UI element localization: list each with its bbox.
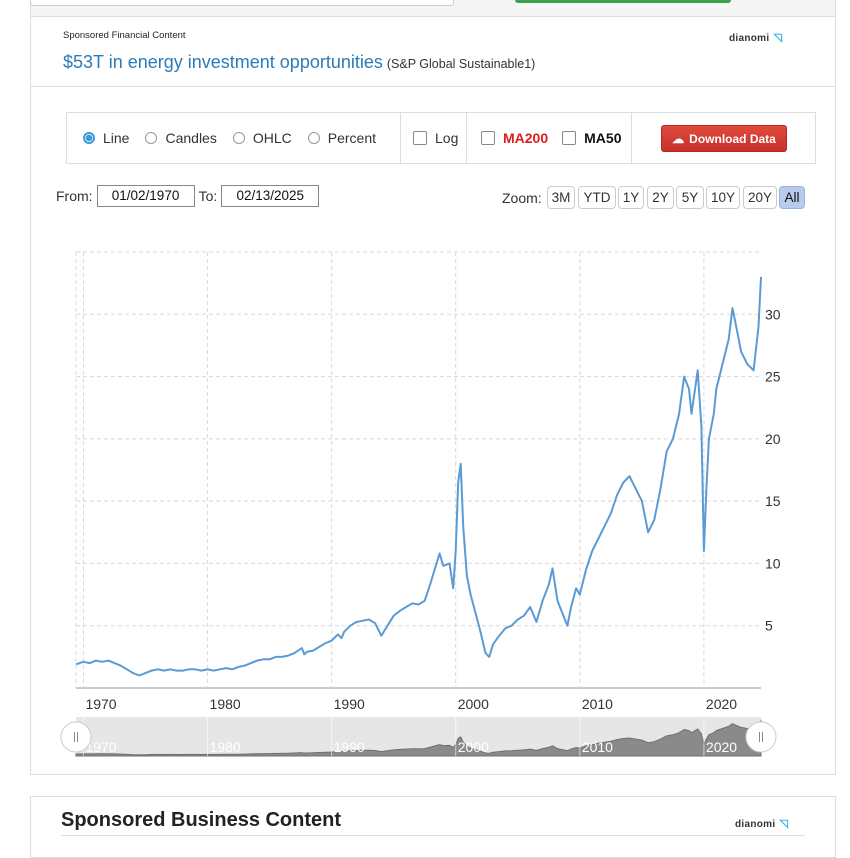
log-checkbox-box [413, 131, 427, 145]
ad-source: (S&P Global Sustainable1) [386, 57, 536, 71]
ma200-label: MA200 [503, 130, 549, 146]
zoom-20y-button[interactable]: 20Y [743, 186, 777, 209]
sponsored-business-divider [61, 835, 805, 836]
chart-series [75, 276, 762, 677]
navigator-tick-label: 1980 [210, 739, 241, 755]
top-green-button[interactable] [515, 0, 731, 3]
controls-separator [631, 113, 632, 163]
download-data-button[interactable]: ☁ Download Data [661, 125, 787, 152]
zoom-5y-button[interactable]: 5Y [676, 186, 704, 209]
chart-card [30, 16, 836, 775]
to-label: To: [198, 188, 218, 204]
ad-divider [30, 86, 836, 87]
log-checkbox[interactable]: Log [413, 130, 458, 146]
chart-controls: Line Candles OHLC Percent Log MA200 MA50 [66, 112, 816, 164]
dianomi-logo[interactable]: dianomi ◹ [729, 31, 782, 44]
x-tick-label: 1980 [210, 696, 241, 712]
y-tick-label: 25 [765, 369, 781, 385]
range-navigator[interactable]: 1970 1980 1990 2000 2010 2020 [60, 717, 777, 757]
to-date-input[interactable]: 02/13/2025 [221, 185, 320, 207]
x-axis: 1970 1980 1990 2000 2010 2020 [85, 696, 737, 712]
radio-ohlc[interactable]: OHLC [232, 130, 292, 146]
x-tick-label: 2010 [582, 696, 613, 712]
navigator-area [75, 719, 762, 757]
controls-separator [466, 113, 467, 163]
y-tick-label: 5 [765, 618, 773, 634]
zoom-3m-button[interactable]: 3M [547, 186, 575, 209]
top-search-input[interactable] [30, 0, 454, 6]
ma-group: MA200 MA50 [481, 113, 622, 163]
dianomi-mark-icon: ◹ [773, 32, 783, 44]
y-tick-label: 20 [765, 431, 781, 447]
from-label: From: [56, 188, 93, 204]
radio-ohlc-dot [232, 132, 245, 144]
sponsored-business-title: Sponsored Business Content [61, 809, 342, 831]
navigator-right-handle[interactable] [745, 721, 777, 753]
navigator-tick-label: 1970 [85, 739, 116, 755]
ma50-label: MA50 [584, 130, 622, 146]
y-tick-label: 15 [765, 493, 781, 509]
x-tick-label: 2000 [458, 696, 489, 712]
radio-candles[interactable]: Candles [145, 130, 217, 146]
download-data-label: Download Data [689, 131, 776, 146]
dianomi-brand: dianomi [735, 819, 776, 830]
ad-link[interactable]: $53T in energy investment opportunities(… [63, 52, 535, 73]
radio-candles-dot [145, 132, 158, 144]
chart-grid [75, 251, 761, 689]
zoom-10y-button[interactable]: 10Y [706, 186, 740, 209]
navigator-left-handle[interactable] [60, 721, 92, 753]
ma50-checkbox[interactable]: MA50 [562, 130, 622, 146]
y-axis: 5 10 15 20 25 30 [765, 306, 781, 633]
ma200-checkbox-box [481, 131, 495, 145]
dianomi-brand: dianomi [729, 33, 770, 44]
radio-candles-label: Candles [165, 130, 217, 146]
radio-line-label: Line [103, 130, 130, 146]
x-tick-label: 1990 [334, 696, 365, 712]
controls-separator [400, 113, 401, 163]
cloud-download-icon: ☁ [672, 131, 685, 146]
x-tick-label: 1970 [85, 696, 116, 712]
zoom-label: Zoom: [502, 190, 542, 206]
chart-type-group: Line Candles OHLC Percent [83, 113, 392, 163]
date-range: From: 01/02/1970 To: 02/13/2025 [56, 185, 323, 207]
x-tick-label: 2020 [706, 696, 737, 712]
zoom-2y-button[interactable]: 2Y [647, 186, 674, 209]
dianomi-logo[interactable]: dianomi ◹ [735, 817, 788, 830]
log-label: Log [435, 130, 459, 146]
radio-percent-label: Percent [327, 130, 376, 146]
zoom-1y-button[interactable]: 1Y [618, 186, 644, 209]
y-tick-label: 10 [765, 555, 781, 571]
radio-percent[interactable]: Percent [307, 130, 376, 146]
navigator-tick-label: 2020 [706, 739, 737, 755]
ma50-checkbox-box [562, 131, 577, 145]
sponsored-label: Sponsored Financial Content [63, 30, 186, 41]
dianomi-mark-icon: ◹ [779, 818, 789, 830]
from-date-input[interactable]: 01/02/1970 [96, 185, 195, 207]
ad-headline[interactable]: $53T in energy investment opportunities [63, 52, 383, 72]
zoom-ytd-button[interactable]: YTD [578, 186, 616, 209]
log-group: Log [413, 113, 458, 163]
radio-line-dot [83, 132, 95, 144]
radio-percent-dot [307, 132, 320, 144]
ma200-checkbox[interactable]: MA200 [481, 130, 548, 146]
radio-ohlc-label: OHLC [252, 130, 292, 146]
navigator-tick-label: 2010 [582, 739, 613, 755]
price-chart[interactable]: 5 10 15 20 25 30 1970 1980 1990 2000 2010 2020 197… [0, 0, 850, 770]
zoom-all-button[interactable]: All [779, 186, 805, 209]
navigator-tick-label: 2000 [458, 739, 489, 755]
navigator-tick-label: 1990 [334, 739, 365, 755]
price-line [75, 276, 762, 677]
y-tick-label: 30 [765, 306, 781, 322]
radio-line[interactable]: Line [83, 130, 129, 146]
